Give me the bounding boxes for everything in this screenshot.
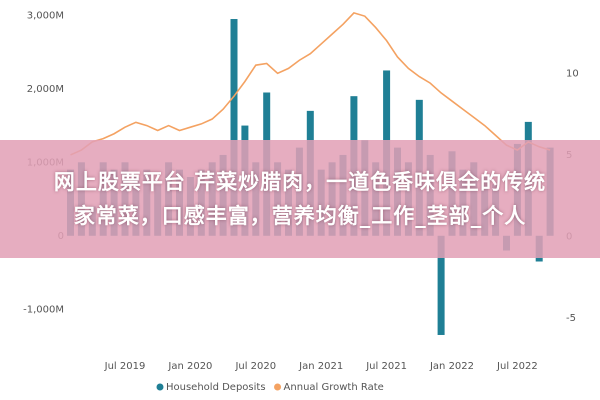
legend-label: Annual Growth Rate [284,382,384,393]
legend-label: Household Deposits [166,382,266,393]
bar [230,19,238,236]
x-tick-label: Jul 2022 [496,361,538,372]
x-tick-label: Jan 2021 [298,361,343,372]
x-tick-label: Jul 2020 [234,361,276,372]
line [70,11,551,156]
banner-line: 网上股票平台 芹菜炒腊肉，一道色香味俱全的传统 [53,170,547,194]
x-tick-label: Jul 2019 [104,361,146,372]
legend-marker [156,383,164,391]
y-tick-label: -1,000M [23,304,64,315]
banner-line: 家常菜，口感丰富，营养均衡_工作_茎部_个人 [73,204,527,228]
y-tick-label: 3,000M [27,10,64,21]
banner: 网上股票平台 芹菜炒腊肉，一道色香味俱全的传统 家常菜，口感丰富，营养均衡_工作… [0,140,600,258]
x-tick-label: Jan 2022 [429,361,474,372]
y-tick-label: 2,000M [27,84,64,95]
x-tick-label: Jul 2021 [365,361,407,372]
bar [437,235,445,335]
y2-tick-label: -5 [566,313,576,324]
legend-marker [274,383,282,391]
x-tick-label: Jan 2020 [167,361,212,372]
y2-tick-label: 10 [566,68,579,79]
